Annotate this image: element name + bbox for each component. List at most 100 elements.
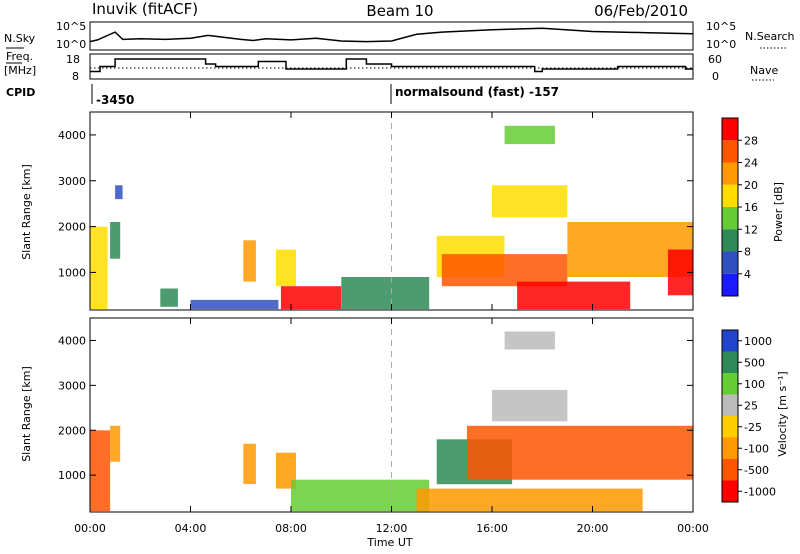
velocity-region-3	[275, 452, 296, 489]
xtick-label-5: 20:00	[577, 522, 609, 535]
velocity-cbar-label-0: 1000	[744, 335, 772, 348]
velocity-region-6	[466, 425, 693, 480]
station-title: Inuvik (fitACF)	[92, 0, 198, 18]
power-region-15	[504, 125, 555, 145]
xtick-label-6: 00:00	[677, 522, 709, 535]
velocity-cbar-label-5: -100	[744, 442, 769, 455]
date-title: 06/Feb/2010	[594, 2, 688, 20]
power-cbar-swatch-3	[722, 184, 738, 208]
velocity-cbar-label-4: -25	[744, 421, 762, 434]
velocity-cbar-swatch-5	[722, 437, 738, 459]
power-region-5	[275, 249, 296, 287]
nsearch-label: N.Search	[745, 30, 795, 43]
power-region-3	[160, 288, 178, 307]
freq-lo-tick: 8	[72, 70, 79, 83]
nave-hi-tick: 60	[708, 53, 722, 66]
velocity-region-8	[416, 488, 643, 512]
power-cbar-label-2: 12	[744, 223, 758, 236]
freq-label-1: Freq.	[6, 50, 33, 63]
power-cbar-label-1: 8	[744, 246, 751, 259]
freq-hi-tick: 18	[66, 53, 80, 66]
nsky-label: N.Sky	[4, 32, 36, 45]
velocity-ytick-label-4000: 4000	[58, 334, 86, 347]
velocity-ytick-label-2000: 2000	[58, 424, 86, 437]
power-cbar-swatch-4	[722, 207, 738, 230]
power-colorbar: 4 8 12 16 20 24 28	[721, 117, 758, 297]
power-region-14	[492, 185, 568, 218]
nsky-hi-tick-right: 10^5	[706, 20, 736, 33]
xtick-label-2: 08:00	[275, 522, 307, 535]
power-cbar-swatch-1	[722, 140, 738, 163]
velocity-colorbar-title: Velocity [m s⁻¹]	[776, 371, 789, 456]
power-region-0	[90, 226, 108, 310]
power-region-2	[115, 185, 123, 200]
freq-panel-frame	[89, 53, 694, 80]
beam-title: Beam 10	[366, 2, 433, 20]
velocity-cbar-swatch-2	[722, 373, 738, 395]
cpid-value-b: normalsound (fast) -157	[395, 85, 559, 99]
power-cbar-swatch-2	[722, 162, 738, 185]
power-ytick-label-1000: 1000	[58, 266, 86, 279]
velocity-cbar-swatch-4	[722, 416, 738, 438]
cpid-value-a: -3450	[96, 93, 134, 107]
velocity-ytick-label-1000: 1000	[58, 469, 86, 482]
nsky-hi-tick: 10^5	[56, 20, 86, 33]
velocity-cbar-swatch-0	[722, 330, 738, 352]
power-region-6	[280, 286, 342, 310]
freq-label-2: [MHz]	[4, 64, 36, 77]
x-title: Time UT	[366, 536, 412, 549]
power-ytick-label-2000: 2000	[58, 221, 86, 234]
velocity-cbar-swatch-6	[722, 459, 738, 481]
nave-lo-tick: 0	[712, 70, 719, 83]
velocity-cbar-label-1: 500	[744, 356, 765, 369]
velocity-panel: 1000 2000 3000 4000 00:00 04:00 08:00 12:00 16:0…	[58, 317, 709, 535]
velocity-cbar-frame	[721, 329, 739, 503]
velocity-ytick-label-3000: 3000	[58, 379, 86, 392]
power-cbar-swatch-7	[722, 273, 738, 297]
power-region-11	[517, 281, 631, 310]
power-cbar-swatch-6	[722, 251, 738, 274]
velocity-region-9	[504, 331, 555, 350]
y-title-power: Slant Range [km]	[20, 164, 33, 260]
xtick-label-4: 16:00	[476, 522, 508, 535]
power-cbar-swatch-5	[722, 229, 738, 252]
velocity-region-7	[492, 389, 568, 422]
velocity-cbar-swatch-1	[722, 351, 738, 373]
power-cbar-label-6: 28	[744, 134, 758, 147]
velocity-cbar-label-7: -1000	[744, 485, 776, 498]
xtick-label-3: 12:00	[376, 522, 408, 535]
power-cbar-label-0: 4	[744, 268, 751, 281]
velocity-region-1	[110, 425, 121, 462]
power-region-4	[243, 240, 256, 282]
frequency-series-line	[90, 58, 693, 73]
velocity-cbar-label-2: 100	[744, 378, 765, 391]
cpid-label: CPID	[6, 86, 35, 99]
power-region-1	[110, 222, 121, 259]
power-region-10	[441, 254, 568, 287]
velocity-cbar-label-6: -500	[744, 464, 769, 477]
velocity-cbar-swatch-7	[722, 480, 738, 502]
nsky-lo-tick: 10^0	[56, 38, 86, 51]
power-cbar-label-4: 20	[744, 179, 758, 192]
nsky-panel-frame	[89, 21, 694, 51]
y-title-velocity: Slant Range [km]	[20, 366, 33, 462]
power-cbar-swatch-0	[722, 118, 738, 141]
power-colorbar-title: Power [dB]	[772, 182, 785, 242]
xtick-label-1: 04:00	[175, 522, 207, 535]
power-cbar-label-3: 16	[744, 201, 758, 214]
velocity-colorbar: 1000 500 100 25 -25 -100 -500 -1000	[721, 329, 776, 503]
power-ytick-label-4000: 4000	[58, 129, 86, 142]
velocity-region-2	[243, 443, 256, 485]
nsky-series-line	[89, 27, 694, 43]
velocity-region-0	[90, 430, 111, 512]
nsky-lo-tick-right: 10^0	[706, 38, 736, 51]
velocity-cbar-label-3: 25	[744, 399, 758, 412]
velocity-region-4	[291, 479, 430, 512]
power-panel: 1000 2000 3000 4000	[58, 111, 694, 311]
power-ytick-label-3000: 3000	[58, 175, 86, 188]
velocity-cbar-swatch-3	[722, 394, 738, 416]
power-region-7	[190, 299, 279, 310]
nave-label: Nave	[750, 64, 778, 77]
xtick-label-0: 00:00	[74, 522, 106, 535]
